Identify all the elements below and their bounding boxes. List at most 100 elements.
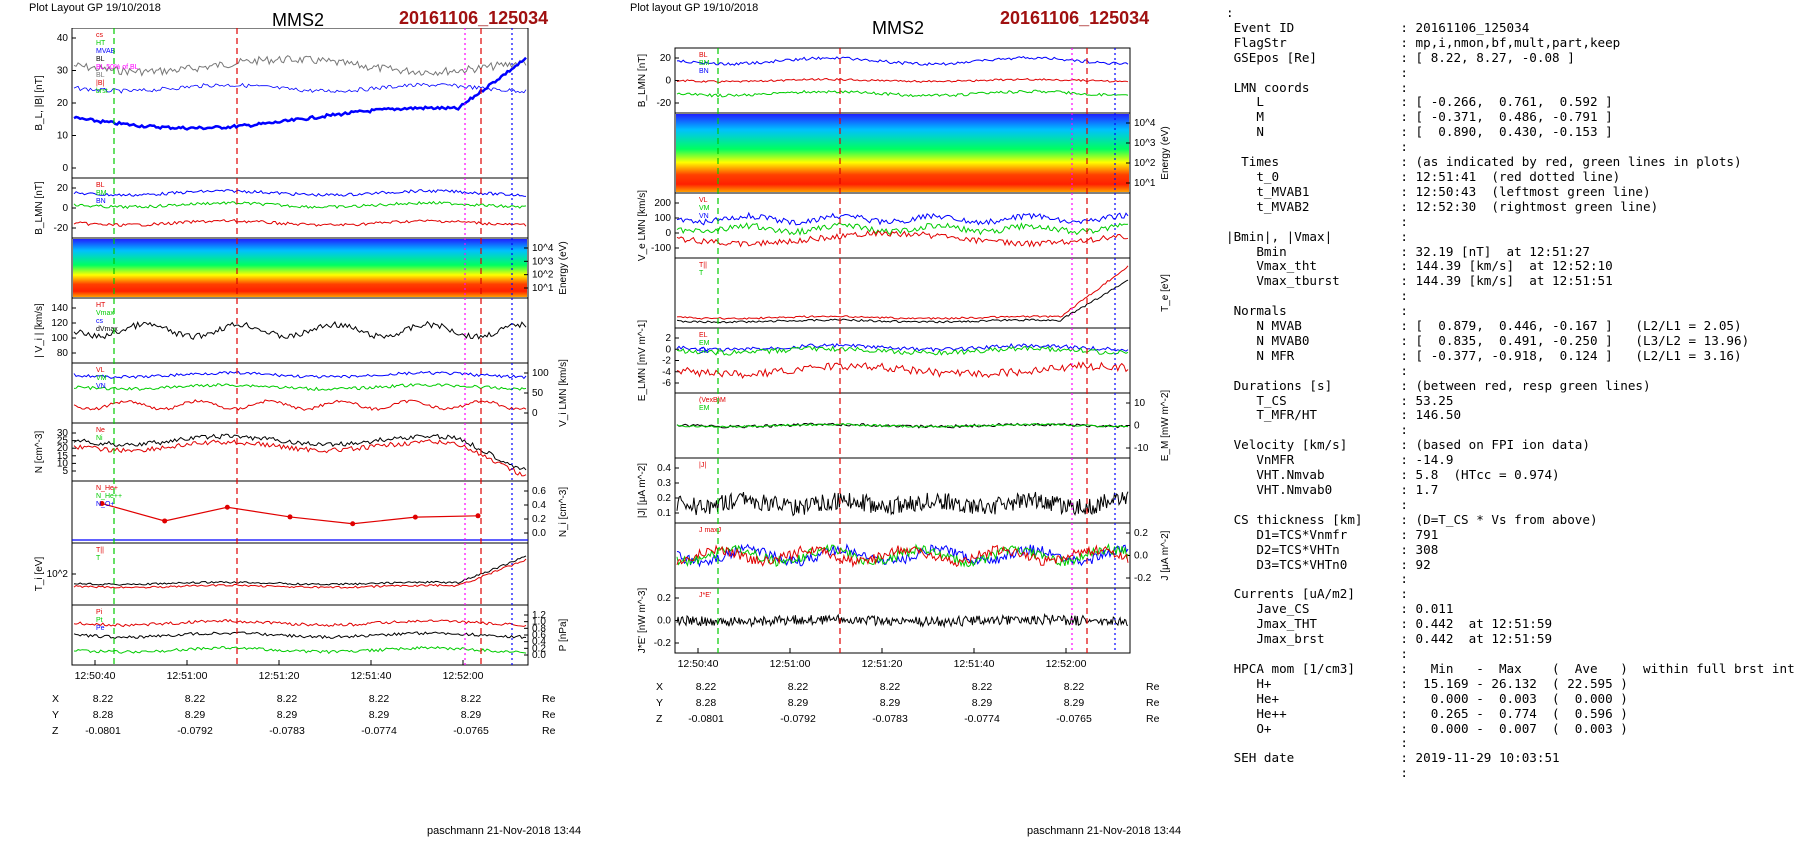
info-line: Velocity [km/s] : (based on FPI ion data… (1226, 437, 1590, 453)
legend-entry: N_O+ (96, 501, 114, 508)
legend-entry: EM (699, 405, 710, 412)
axis-tick-label: 0.0 (532, 650, 546, 661)
position-value: 8.22 (369, 693, 390, 705)
legend-entry: HT (96, 40, 106, 47)
position-value: 8.22 (277, 693, 298, 705)
info-line: N MFR : [ -0.377, -0.918, 0.124 ] (L2/L1… (1226, 347, 1742, 363)
axis-label: T_e [eV] (1160, 274, 1171, 312)
trace-red (676, 265, 1129, 320)
axis-tick-label: 0.2 (532, 643, 546, 654)
position-value: -0.0792 (177, 725, 213, 737)
legend-entry: Pt (96, 617, 103, 624)
position-value: 8.29 (788, 697, 809, 709)
axis-tick-label: 10^4 (1134, 118, 1156, 129)
position-value: -0.0774 (964, 713, 1000, 725)
left-event-id: 20161106_125034 (399, 8, 549, 28)
spectrogram-fill (73, 239, 527, 297)
axis-tick-label: -4 (662, 367, 671, 378)
info-line: : (1226, 735, 1408, 751)
axis-tick-label: -20 (657, 98, 672, 109)
info-line: : (1226, 139, 1408, 155)
info-line: SEH date : 2019-11-29 10:03:51 (1226, 750, 1560, 766)
axis-tick-label: -20 (54, 223, 69, 234)
info-line: O+ : 0.000 - 0.007 ( 0.003 ) (1226, 720, 1628, 736)
time-tick-label: 12:51:20 (862, 658, 903, 670)
axis-tick-label: 0 (62, 163, 68, 174)
axis-tick-label: 50 (532, 388, 544, 399)
axis-tick-label: 120 (51, 318, 68, 329)
trace-red (73, 399, 527, 411)
axis-tick-label: 2 (665, 333, 671, 344)
info-line: N MVAB0 : [ 0.835, 0.491, -0.250 ] (L3/L… (1226, 332, 1750, 348)
info-line: t_0 : 12:51:41 (red dotted line) (1226, 168, 1621, 184)
axis-label: E_LMN [mV m^-1] (637, 320, 648, 402)
trace-black (73, 631, 527, 640)
axis-tick-label: 20 (57, 98, 69, 109)
legend-entry: T (699, 270, 704, 277)
info-line: : (1226, 496, 1408, 512)
axis-tick-label: 0.0 (532, 528, 546, 539)
axis-tick-label: 1.0 (532, 617, 546, 628)
info-line: : (1226, 362, 1408, 378)
info-line: He+ : 0.000 - 0.003 ( 0.000 ) (1226, 690, 1628, 706)
position-row-label: Z (52, 725, 59, 737)
axis-tick-label: 0.6 (532, 630, 546, 641)
position-unit: Re (1146, 697, 1160, 709)
info-line: N MVAB : [ 0.879, 0.446, -0.167 ] (L2/L1… (1226, 318, 1742, 334)
axis-tick-label: 100 (51, 333, 68, 344)
panel-frame (71, 28, 529, 179)
info-line: VHT.Nmvab : 5.8 (HTcc = 0.974) (1226, 467, 1560, 483)
info-line: He++ : 0.265 - 0.774 ( 0.596 ) (1226, 705, 1628, 721)
legend-entry: |J| (699, 462, 706, 469)
trace-red (676, 544, 1129, 568)
axis-tick-label: 0 (532, 408, 538, 419)
axis-tick-label: 10^1 (1134, 178, 1156, 189)
axis-tick-label: 0 (665, 76, 671, 87)
spectrogram-fill (676, 114, 1129, 192)
trace-blue (73, 82, 527, 94)
trace-black (676, 613, 1129, 629)
panel-frame (71, 297, 529, 364)
left-title: MMS2 (272, 10, 325, 30)
trace-green (676, 345, 1129, 356)
axis-tick-label: 0.4 (532, 637, 546, 648)
legend-entry: EN (699, 348, 709, 355)
axis-tick-label: 25 (57, 436, 69, 447)
info-line: : (1226, 645, 1408, 661)
axis-label: | V_i | [km/s] (34, 303, 45, 358)
axis-label: Energy (eV) (558, 241, 569, 294)
time-tick-label: 12:52:00 (1046, 658, 1087, 670)
position-value: -0.0792 (780, 713, 816, 725)
legend-entry: VL (699, 197, 708, 204)
info-line: Vmax_tht : 144.39 [km/s] at 12:52:10 (1226, 258, 1613, 274)
axis-tick-label: 0.4 (532, 500, 546, 511)
axis-tick-label: 0 (665, 344, 671, 355)
info-line: M : [ -0.371, 0.486, -0.791 ] (1226, 109, 1613, 125)
trace-green (676, 222, 1129, 236)
position-value: 8.29 (1064, 697, 1085, 709)
axis-label: B_L, |B| [nT] (34, 75, 45, 130)
position-value: -0.0801 (688, 713, 724, 725)
trace-green (676, 89, 1129, 98)
position-value: 8.28 (93, 709, 114, 721)
position-unit: Re (542, 693, 556, 705)
panel-frame (674, 327, 1131, 394)
legend-entry: BN (96, 198, 106, 205)
trace-red (676, 77, 1129, 83)
position-value: -0.0801 (85, 725, 121, 737)
panel-frame (71, 480, 529, 544)
axis-label: V_i LMN [km/s] (558, 359, 569, 427)
info-line: D3=TCS*VHTn0 : 92 (1226, 556, 1431, 572)
info-line: : (1226, 765, 1408, 781)
position-unit: Re (542, 709, 556, 721)
position-value: 8.29 (185, 709, 206, 721)
time-tick-label: 12:51:20 (259, 670, 300, 682)
legend-entry: N_He++ (96, 493, 122, 500)
trace-black (73, 320, 527, 340)
axis-tick-label: 0.3 (657, 478, 671, 489)
position-value: -0.0765 (453, 725, 489, 737)
info-line: CS thickness [km] : (D=T_CS * Vs from ab… (1226, 511, 1598, 527)
time-tick-label: 12:51:40 (954, 658, 995, 670)
legend-entry: VN (699, 213, 709, 220)
info-line: Currents [uA/m2] : (1226, 586, 1408, 602)
